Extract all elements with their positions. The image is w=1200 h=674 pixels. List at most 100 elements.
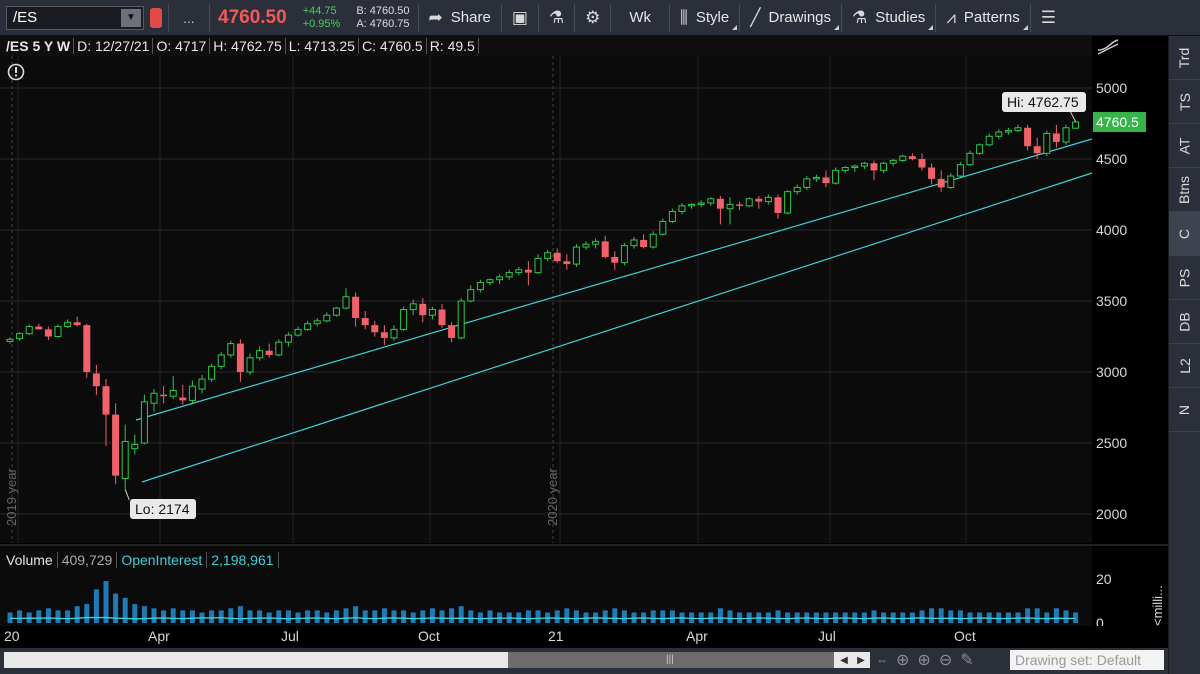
drawings-menu-corner-icon xyxy=(834,24,840,30)
style-label: Style xyxy=(695,9,730,26)
studies-button[interactable]: ⚗ Studies xyxy=(842,0,935,36)
volume-bar xyxy=(429,608,435,623)
volume-bar xyxy=(468,610,474,623)
volume-bar xyxy=(650,610,656,623)
header-divider xyxy=(477,38,479,54)
candle-body xyxy=(659,220,667,235)
symbol-input[interactable]: /ES ▼ xyxy=(6,5,144,30)
candle xyxy=(870,160,878,181)
volume-bar xyxy=(122,597,128,623)
studies-flask-icon: ⚗ xyxy=(852,7,868,27)
more-options-button[interactable]: ... xyxy=(183,9,195,26)
menu-button[interactable]: ☰ xyxy=(1031,0,1066,36)
drawings-button[interactable]: ╱ Drawings xyxy=(740,0,841,36)
symbol-text: /ES xyxy=(13,9,38,26)
tab-label: Btns xyxy=(1176,175,1193,204)
scroll-right-icon[interactable]: ▶ xyxy=(857,654,865,666)
candle xyxy=(985,133,993,147)
axis-scale-icon[interactable] xyxy=(1097,39,1119,55)
alert-icon[interactable] xyxy=(7,63,25,81)
scrollbar-thumb[interactable]: ||| xyxy=(508,652,834,668)
candle xyxy=(620,242,628,266)
tab-ts[interactable]: TS xyxy=(1169,80,1200,124)
volume-bar xyxy=(391,610,397,623)
tab-trd[interactable]: Trd xyxy=(1169,36,1200,80)
zoom-in-icon[interactable]: ⊕ xyxy=(917,652,931,669)
tab-label: AT xyxy=(1176,137,1193,154)
candle-body xyxy=(361,318,369,326)
share-button[interactable]: ➦ Share xyxy=(419,0,501,36)
candle-body xyxy=(467,289,475,302)
volume-bar xyxy=(84,604,90,623)
candle-body xyxy=(304,323,312,330)
candle-body xyxy=(476,282,484,291)
candle-body xyxy=(112,414,120,476)
crosshair-icon[interactable]: ⊕ xyxy=(896,652,910,669)
candle-body xyxy=(265,350,273,355)
volume-bar xyxy=(55,610,61,623)
scroll-left-icon[interactable]: ◀ xyxy=(840,654,848,666)
candle-body xyxy=(284,334,292,343)
tab-label: L2 xyxy=(1176,357,1193,374)
candle xyxy=(486,278,494,286)
tab-at[interactable]: AT xyxy=(1169,124,1200,168)
candle xyxy=(188,380,196,404)
volume-bar xyxy=(449,608,455,623)
timeframe-button[interactable]: Wk xyxy=(611,0,669,36)
tab-ps[interactable]: PS xyxy=(1169,256,1200,300)
snapshot-button[interactable]: ▣ xyxy=(502,0,538,36)
patterns-button[interactable]: ⩘ Patterns xyxy=(936,0,1029,36)
symbol-dropdown-icon[interactable]: ▼ xyxy=(121,8,141,27)
price-chart[interactable]: 2019 year 2020 year 2000 2500 3000 3500 4000 4… xyxy=(0,36,1168,648)
candle-body xyxy=(736,204,744,206)
candle-body xyxy=(457,300,465,339)
link-icon[interactable] xyxy=(150,7,162,28)
tab-l2[interactable]: L2 xyxy=(1169,344,1200,388)
candle-body xyxy=(188,385,196,401)
candle-body xyxy=(697,202,705,205)
oi-label: OpenInterest xyxy=(121,552,203,568)
candle xyxy=(179,384,187,405)
candle-body xyxy=(428,309,436,316)
tab-btns[interactable]: Btns xyxy=(1169,168,1200,212)
tab-db[interactable]: DB xyxy=(1169,300,1200,344)
hamburger-icon: ☰ xyxy=(1040,7,1057,27)
price-axis[interactable] xyxy=(1092,56,1168,543)
candle xyxy=(918,153,926,171)
tab-c[interactable]: C xyxy=(1169,212,1200,256)
expand-icon[interactable]: ⇔ xyxy=(876,653,888,667)
drawing-set-select[interactable]: Drawing set: Default xyxy=(1010,650,1164,670)
flask-button[interactable]: ⚗ xyxy=(539,0,574,36)
volume-bar xyxy=(1034,608,1040,623)
candle xyxy=(582,241,590,250)
volume-bar xyxy=(218,610,224,623)
pencil-icon[interactable]: ✎ xyxy=(960,652,974,669)
tab-n[interactable]: N xyxy=(1169,388,1200,432)
style-button[interactable]: ⫼ Style xyxy=(670,0,739,36)
candle-body xyxy=(6,338,14,342)
candle-body xyxy=(899,155,907,161)
time-tick-label: 21 xyxy=(548,628,564,644)
header-divider xyxy=(56,552,58,568)
time-axis[interactable] xyxy=(0,626,1168,648)
volume-bar xyxy=(314,610,320,623)
zoom-out-icon[interactable]: ⊖ xyxy=(938,652,953,669)
volume-bar xyxy=(957,610,963,623)
candle xyxy=(659,218,667,236)
candle xyxy=(976,143,984,155)
candle-body xyxy=(534,257,542,274)
settings-button[interactable]: ⚙ xyxy=(575,0,610,36)
candle-body xyxy=(486,279,494,284)
channel-lines[interactable] xyxy=(135,138,1093,483)
toolbar-divider xyxy=(574,3,576,32)
header-divider xyxy=(152,38,154,54)
time-tick-label: Oct xyxy=(954,628,976,644)
candle xyxy=(400,306,408,331)
candle-body xyxy=(1052,133,1060,142)
candle xyxy=(246,353,254,375)
candle xyxy=(457,298,465,340)
pane-divider[interactable] xyxy=(0,544,1168,546)
candle-body xyxy=(630,239,638,247)
candle xyxy=(1062,124,1070,145)
volume-bar xyxy=(1063,610,1069,623)
